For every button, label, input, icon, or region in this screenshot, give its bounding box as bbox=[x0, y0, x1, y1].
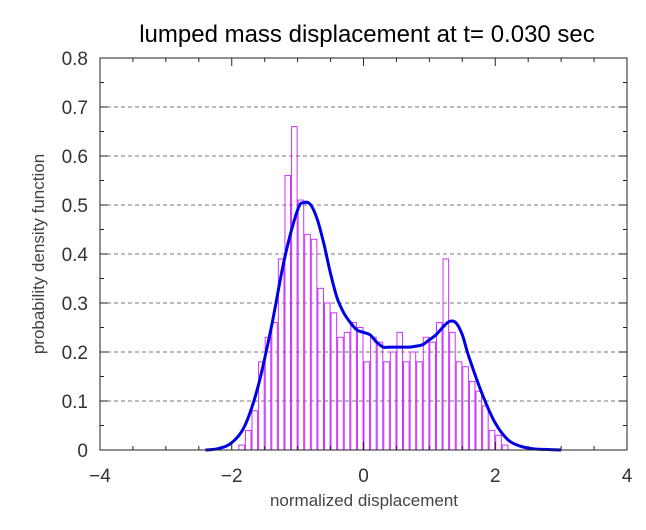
y-tick-label-4: 0.4 bbox=[62, 245, 89, 266]
histogram-bar-11 bbox=[310, 238, 318, 451]
histogram-bar-20 bbox=[370, 336, 377, 451]
histogram-bar-10 bbox=[304, 233, 311, 451]
histogram-bar-25 bbox=[403, 361, 410, 451]
histogram-bar-38 bbox=[488, 429, 496, 451]
axis-ticks bbox=[99, 57, 628, 451]
y-tick-label-8: 0.8 bbox=[62, 49, 88, 70]
histogram-bar-2 bbox=[251, 410, 259, 451]
histogram-bar-27 bbox=[416, 361, 423, 451]
y-tick-label-1: 0.1 bbox=[62, 392, 88, 413]
histogram-bar-24 bbox=[396, 331, 404, 451]
x-tick-labels: −4 −2 0 2 4 bbox=[89, 466, 633, 487]
histogram-bar-29 bbox=[429, 341, 436, 451]
histogram-bar-30 bbox=[435, 322, 443, 451]
histogram-bar-16 bbox=[343, 331, 351, 451]
histogram-bar-14 bbox=[330, 312, 338, 451]
y-tick-label-2: 0.2 bbox=[62, 343, 88, 364]
x-tick-label-2: 0 bbox=[358, 466, 369, 487]
histogram-bar-7 bbox=[284, 175, 292, 451]
histogram-bar-31 bbox=[442, 258, 450, 451]
histogram-bar-36 bbox=[475, 390, 483, 451]
histogram-bar-1 bbox=[244, 429, 252, 451]
y-tick-label-3: 0.3 bbox=[62, 294, 88, 315]
histogram-bar-13 bbox=[323, 302, 331, 451]
histogram-bar-17 bbox=[350, 322, 357, 451]
x-tick-label-1: −2 bbox=[221, 466, 243, 487]
y-tick-label-6: 0.6 bbox=[62, 147, 88, 168]
y-tick-label-7: 0.7 bbox=[62, 98, 88, 119]
x-tick-label-0: −4 bbox=[89, 466, 111, 487]
histogram-bar-19 bbox=[363, 361, 371, 451]
histogram-bar-39 bbox=[495, 434, 502, 451]
histogram-bar-28 bbox=[422, 336, 430, 451]
histogram-bar-21 bbox=[376, 341, 384, 451]
density-curve-line bbox=[205, 200, 562, 452]
chart-title: lumped mass displacement at t= 0.030 sec bbox=[139, 21, 595, 48]
histogram-bar-5 bbox=[271, 322, 278, 451]
histogram-bar-33 bbox=[455, 361, 463, 451]
y-tick-labels: 0 0.1 0.2 0.3 0.4 0.5 0.6 0.7 0.8 bbox=[62, 49, 89, 462]
x-tick-label-4: 4 bbox=[622, 466, 633, 487]
y-tick-label-0: 0 bbox=[77, 441, 88, 462]
y-axis-label: probability density function bbox=[29, 154, 48, 354]
grid-lines bbox=[100, 106, 627, 402]
density-curve bbox=[205, 200, 562, 452]
x-tick-label-3: 2 bbox=[490, 466, 501, 487]
histogram-bar-32 bbox=[449, 331, 456, 451]
histogram-bar-35 bbox=[468, 380, 476, 451]
histogram-bar-9 bbox=[297, 199, 305, 451]
histogram-bar-0 bbox=[238, 444, 245, 451]
histogram-bar-22 bbox=[383, 361, 390, 451]
histogram-bar-34 bbox=[462, 366, 469, 451]
y-tick-label-5: 0.5 bbox=[62, 196, 88, 217]
histogram-bar-37 bbox=[482, 405, 489, 451]
histogram-bar-15 bbox=[337, 336, 344, 451]
histogram-bar-12 bbox=[317, 287, 324, 451]
x-axis-label: normalized displacement bbox=[270, 491, 458, 510]
histogram-bar-40 bbox=[501, 444, 509, 451]
histogram-bar-18 bbox=[356, 327, 364, 451]
